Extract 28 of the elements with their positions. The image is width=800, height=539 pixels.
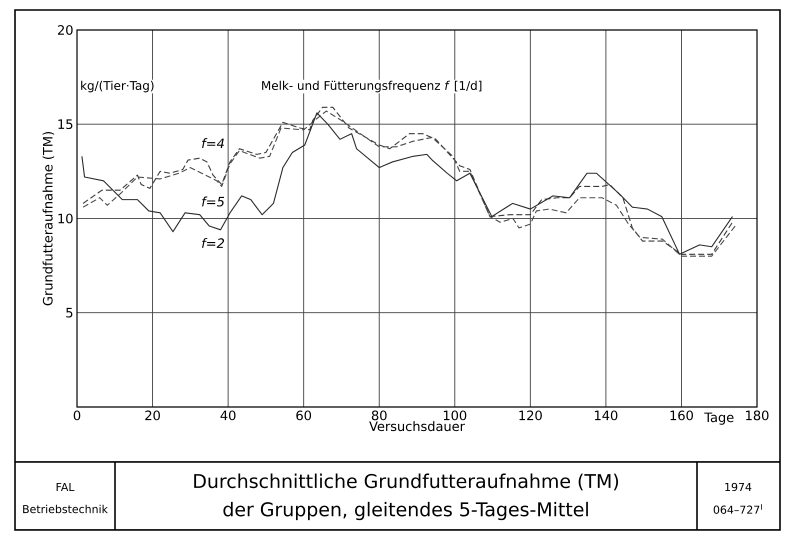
series-label: f=2 [202,238,224,248]
x-tick-label: 180 [746,410,768,420]
legend-title: Melk- und Fütterungsfrequenz f [1/d] [262,80,482,92]
x-tick-label: 120 [519,410,542,420]
x-tick-label: 160 [670,410,693,420]
x-tick-label: 140 [594,410,618,420]
x-tick-label: 0 [74,410,80,420]
y-axis-title: Grundfutteraufnahme (TM) [42,132,54,306]
series-label: f=5 [202,196,224,207]
text: Betriebstechnik [23,504,108,514]
text: Tage [704,412,734,425]
text: der Gruppen, gleitendes 5-Tages-Mittel [223,502,588,520]
x-tick-label: 20 [145,410,160,420]
x-tick-label: 80 [372,410,387,420]
y-tick-label: 10 [58,214,73,224]
x-axis-title: Versuchsdauer [369,421,465,432]
text: 1974 [725,482,752,492]
y-tick-label: 5 [66,308,72,318]
y-tick-label: 20 [58,25,73,35]
x-tick-label: 100 [444,410,466,420]
annotation: kg/(Tier·Tag) [81,80,154,92]
x-tick-label: 40 [220,410,236,420]
x-tick-label: 60 [296,410,312,420]
text: FAL [56,482,74,491]
text: 064–727$^{I}$ [714,504,762,514]
text: Durchschnittliche Grundfutteraufnahme (TM) [194,474,618,490]
y-tick-label: 15 [58,119,72,130]
series-label: f=4 [202,138,224,148]
